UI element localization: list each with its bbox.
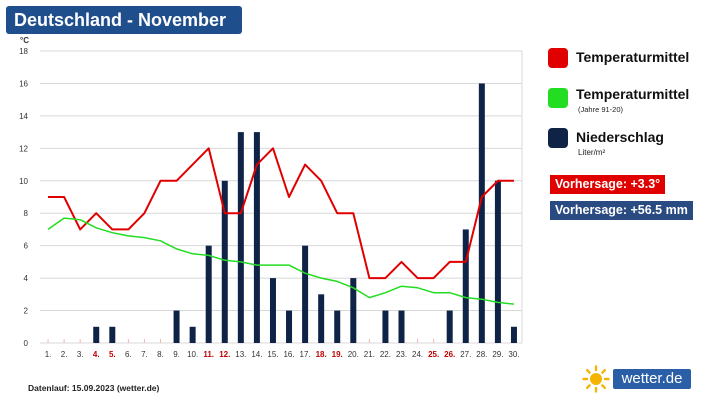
precip-bar xyxy=(302,245,309,343)
x-tick-label: 11. xyxy=(203,350,214,359)
y-tick-label: 18 xyxy=(19,47,28,56)
x-tick-label: 9. xyxy=(173,350,180,359)
legend-temp-swatch xyxy=(548,48,568,68)
precip-bar xyxy=(109,326,116,343)
x-tick-label: 2. xyxy=(61,350,68,359)
y-tick-label: 16 xyxy=(19,79,28,88)
precip-bar xyxy=(253,132,260,343)
y-tick-label: 8 xyxy=(24,209,29,218)
x-tick-label: 22. xyxy=(380,350,391,359)
precip-bar xyxy=(221,180,228,343)
precip-bar xyxy=(446,310,453,343)
y-tick-labels: 0 2 4 6 8 10 12 14 16 18 xyxy=(19,47,28,348)
forecast-temp-badge: Vorhersage: +3.3° xyxy=(550,175,666,194)
x-tick-label: 28. xyxy=(476,350,487,359)
temp-line xyxy=(48,147,514,280)
x-tick-label: 20. xyxy=(348,350,359,359)
precip-bar xyxy=(237,132,244,343)
x-tick-label: 17. xyxy=(300,350,311,359)
precip-bar xyxy=(350,278,357,343)
precip-bar xyxy=(189,326,196,343)
legend-climate-sub: (Jahre 91-20) xyxy=(578,105,624,114)
chart-title: Deutschland - November xyxy=(6,6,242,34)
brand-name: wetter.de xyxy=(613,369,691,389)
precip-bar xyxy=(286,310,293,343)
legend-climate-swatch xyxy=(548,88,568,108)
x-tick-label: 24. xyxy=(412,350,423,359)
data-run-note: Datenlauf: 15.09.2023 (wetter.de) xyxy=(28,383,160,393)
x-tick-label: 16. xyxy=(283,350,294,359)
y-tick-label: 10 xyxy=(19,177,28,186)
sun-icon xyxy=(582,365,610,393)
x-tick-label: 3. xyxy=(77,350,84,359)
legend-precip-sub: Liter/m² xyxy=(578,148,606,157)
precip-bar xyxy=(398,310,405,343)
x-tick-label: 27. xyxy=(460,350,471,359)
precip-bar xyxy=(478,83,485,343)
x-tick-label: 6. xyxy=(125,350,132,359)
x-tick-label: 12. xyxy=(219,350,230,359)
legend-temp-label: Temperaturmittel xyxy=(576,49,690,65)
y-tick-label: 14 xyxy=(19,112,28,121)
legend-climate-label: Temperaturmittel xyxy=(576,86,690,102)
y-tick-label: 0 xyxy=(24,339,29,348)
precip-bar xyxy=(93,326,100,343)
x-tick-label: 15. xyxy=(267,350,278,359)
y-axis-unit: °C xyxy=(20,36,29,45)
y-tick-label: 6 xyxy=(24,242,29,251)
x-tick-label: 30. xyxy=(508,350,519,359)
precip-bar xyxy=(205,245,212,343)
x-tick-label: 8. xyxy=(157,350,164,359)
x-tick-label: 23. xyxy=(396,350,407,359)
x-tick-labels: 1. 2. 3. 4. 5. 6. 7. 8. 9. 10. 11. 12. 13. 14. 15. 16. 1… xyxy=(45,350,520,359)
temperature-lines xyxy=(47,147,515,305)
precip-bar xyxy=(318,294,325,343)
y-tick-label: 2 xyxy=(24,307,29,316)
x-tick-label: 13. xyxy=(235,350,246,359)
forecast-precip-badge: Vorhersage: +56.5 mm xyxy=(550,201,693,220)
precip-bar xyxy=(494,180,501,343)
x-tick-label: 26. xyxy=(444,350,455,359)
x-tick-label: 7. xyxy=(141,350,148,359)
x-tick-label: 5. xyxy=(109,350,116,359)
x-tick-label: 25. xyxy=(428,350,439,359)
x-tick-label: 4. xyxy=(93,350,100,359)
x-tick-label: 18. xyxy=(316,350,327,359)
legend-precip-swatch xyxy=(548,128,568,148)
precip-bar xyxy=(510,326,517,343)
y-tick-label: 4 xyxy=(24,274,29,283)
precip-bar xyxy=(382,310,389,343)
chart-grid xyxy=(40,50,523,344)
y-tick-label: 12 xyxy=(19,144,28,153)
x-tick-label: 14. xyxy=(251,350,262,359)
precip-bar xyxy=(269,278,276,343)
x-tick-label: 1. xyxy=(45,350,52,359)
legend-precip-label: Niederschlag xyxy=(576,129,664,145)
x-tick-label: 21. xyxy=(364,350,375,359)
precip-bars xyxy=(93,83,517,343)
precip-bar xyxy=(334,310,341,343)
x-tick-label: 10. xyxy=(187,350,198,359)
x-tick-label: 29. xyxy=(492,350,503,359)
x-tick-label: 19. xyxy=(332,350,343,359)
precip-bar xyxy=(173,310,180,343)
precip-bar xyxy=(462,229,469,343)
climate-temp-line xyxy=(47,217,515,305)
brand-logo: wetter.de xyxy=(581,365,693,393)
